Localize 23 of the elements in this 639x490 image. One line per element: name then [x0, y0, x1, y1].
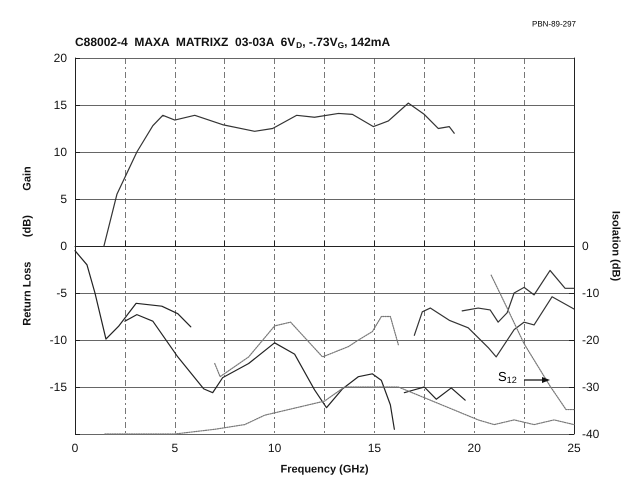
y-tick-label: 10	[54, 145, 68, 159]
y-axis-title: Return Loss (dB) Gain	[22, 166, 34, 326]
y2-tick-label: -20	[582, 333, 600, 347]
y-tick-label: -15	[50, 380, 68, 394]
x-tick-label: 15	[368, 441, 382, 455]
x-tick-label: 5	[171, 441, 178, 455]
y-tick-label: 15	[54, 98, 68, 112]
x-tick-label: 10	[268, 441, 282, 455]
y2-tick-label: -10	[582, 286, 600, 300]
y2-tick-label: -30	[582, 380, 600, 394]
y-tick-label: 0	[60, 239, 68, 253]
y-tick-label: 5	[60, 192, 68, 206]
y2-axis-title: Isolation (dB)	[610, 210, 622, 282]
x-tick-label: 20	[468, 441, 482, 455]
y-tick-label: 20	[54, 51, 68, 65]
x-tick-label: 0	[72, 441, 79, 455]
y-tick-label: -5	[56, 286, 68, 300]
y2-tick-label: -40	[582, 427, 600, 441]
x-tick-label: 25	[567, 441, 581, 455]
y2-tick-label: 0	[582, 239, 589, 253]
y-tick-label: -10	[50, 333, 68, 347]
text: PBN-89-297	[532, 20, 577, 28]
x-axis-title: Frequency (GHz)	[280, 464, 369, 476]
